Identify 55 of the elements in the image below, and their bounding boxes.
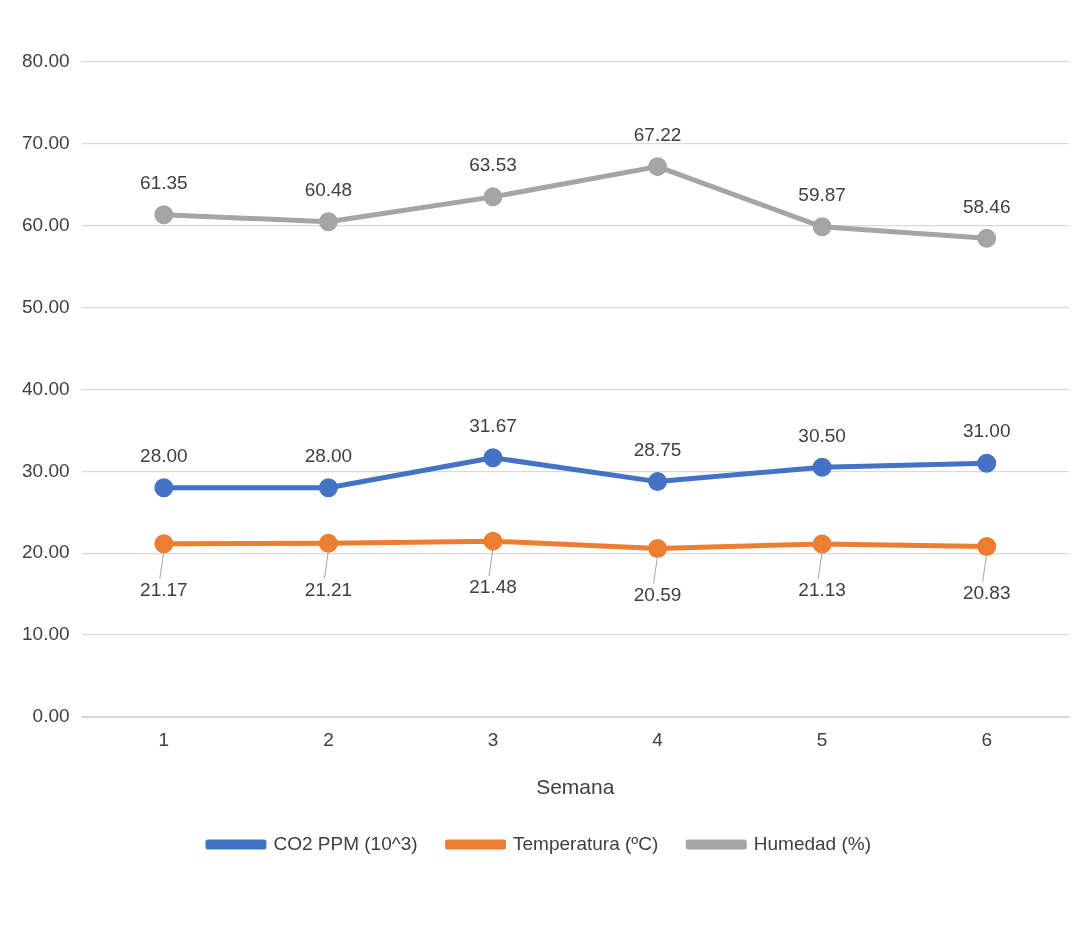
point — [812, 217, 832, 237]
data-label: 60.48 — [304, 179, 353, 201]
point — [154, 205, 174, 225]
legend-label: CO2 PPM (10^3) — [273, 832, 418, 854]
point — [318, 212, 338, 232]
y-tick-label: 50.00 — [22, 295, 70, 317]
point — [154, 534, 174, 554]
data-label: 21.17 — [140, 578, 188, 600]
data-label: 67.22 — [633, 123, 682, 145]
y-tick-label: 60.00 — [22, 213, 70, 235]
x-tick-label: 4 — [652, 728, 664, 750]
x-tick-label: 1 — [158, 728, 170, 750]
point — [483, 531, 503, 551]
data-label: 21.21 — [304, 578, 353, 600]
data-label: 31.67 — [469, 414, 517, 436]
data-label: 30.50 — [798, 424, 846, 446]
data-label: 20.59 — [633, 583, 682, 605]
point — [648, 472, 668, 492]
point — [648, 157, 668, 177]
x-tick-label: 6 — [981, 728, 992, 750]
y-tick-label: 40.00 — [22, 377, 70, 399]
y-tick-label: 80.00 — [22, 50, 70, 72]
y-tick-label: 30.00 — [22, 459, 70, 481]
point — [812, 534, 832, 554]
x-axis-title: Semana — [536, 775, 615, 799]
legend-label: Humedad (%) — [753, 832, 872, 854]
data-label: 21.13 — [798, 579, 846, 601]
point — [483, 187, 503, 207]
data-label: 58.46 — [962, 195, 1011, 217]
data-label: 28.75 — [633, 438, 682, 460]
data-label: 31.00 — [962, 420, 1011, 442]
data-label: 28.00 — [140, 444, 188, 466]
point — [318, 478, 338, 498]
data-label: 28.00 — [304, 444, 353, 466]
data-label: 59.87 — [798, 184, 846, 206]
y-tick-label: 20.00 — [22, 541, 70, 563]
data-label: 63.53 — [469, 154, 517, 176]
point — [154, 478, 174, 498]
point — [977, 536, 997, 556]
point — [977, 228, 997, 248]
x-tick-label: 5 — [816, 728, 828, 750]
y-tick-label: 70.00 — [22, 132, 70, 154]
data-label: 61.35 — [140, 171, 188, 193]
x-tick-label: 2 — [323, 728, 334, 750]
point — [812, 457, 832, 477]
point — [318, 533, 338, 553]
point — [977, 453, 997, 473]
y-tick-label: 0.00 — [32, 705, 70, 727]
point — [483, 448, 503, 468]
y-tick-label: 10.00 — [22, 623, 70, 645]
data-label: 21.48 — [469, 576, 517, 598]
legend-label: Temperatura (ºC) — [513, 832, 659, 854]
point — [648, 538, 668, 558]
data-label: 20.83 — [962, 581, 1011, 603]
x-tick-label: 3 — [487, 728, 499, 750]
